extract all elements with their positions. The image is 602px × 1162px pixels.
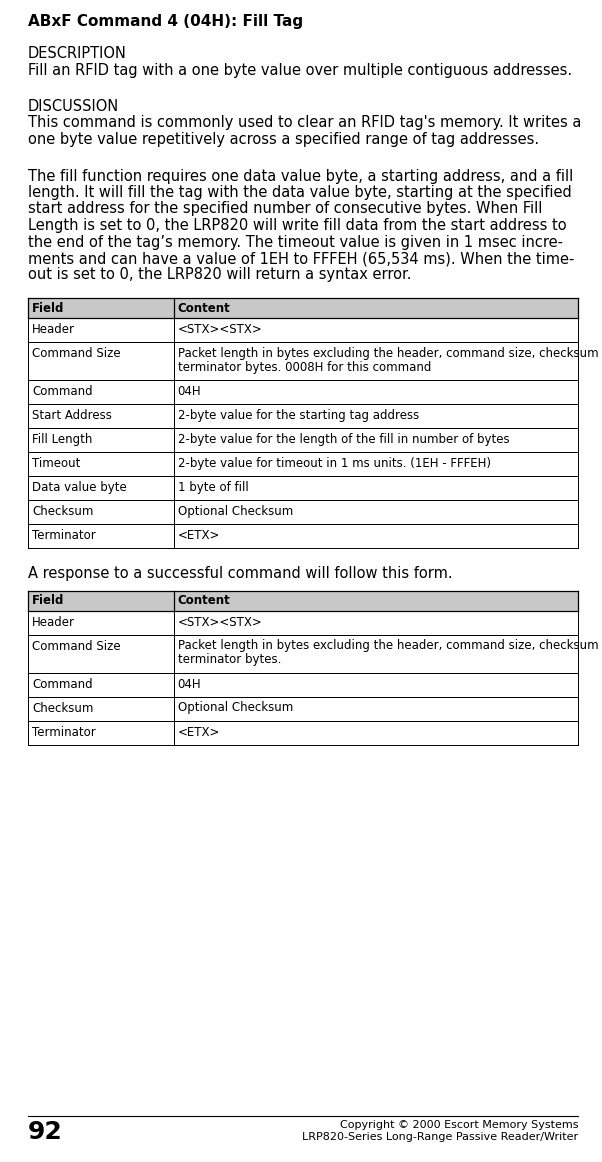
Bar [28,452,578,476]
Text: This command is commonly used to clear an RFID tag's memory. It writes a: This command is commonly used to clear a… [28,115,582,130]
Text: Header: Header [32,616,75,629]
Text: A response to a successful command will follow this form.: A response to a successful command will … [28,566,453,581]
Text: Timeout: Timeout [32,457,81,469]
Bar [28,673,578,696]
Text: length. It will fill the tag with the data value byte, starting at the specified: length. It will fill the tag with the da… [28,185,572,200]
Text: Copyright © 2000 Escort Memory Systems: Copyright © 2000 Escort Memory Systems [340,1120,578,1129]
Text: 92: 92 [28,1120,63,1145]
Text: DESCRIPTION: DESCRIPTION [28,46,127,60]
Bar [28,590,578,610]
Bar [28,318,578,342]
Text: 2-byte value for the starting tag address: 2-byte value for the starting tag addres… [178,409,419,422]
Text: Content: Content [178,301,231,315]
Text: Command: Command [32,677,93,690]
Text: Packet length in bytes excluding the header, command size, checksum and: Packet length in bytes excluding the hea… [178,639,602,653]
Text: terminator bytes. 0008H for this command: terminator bytes. 0008H for this command [178,361,431,374]
Text: Terminator: Terminator [32,529,96,541]
Bar [28,476,578,500]
Text: LRP820-Series Long-Range Passive Reader/Writer: LRP820-Series Long-Range Passive Reader/… [302,1132,578,1142]
Text: Checksum: Checksum [32,702,93,715]
Text: DISCUSSION: DISCUSSION [28,99,119,114]
Text: Command: Command [32,385,93,399]
Text: Content: Content [178,594,231,607]
Text: Fill an RFID tag with a one byte value over multiple contiguous addresses.: Fill an RFID tag with a one byte value o… [28,63,572,78]
Text: 1 byte of fill: 1 byte of fill [178,481,249,494]
Text: Optional Checksum: Optional Checksum [178,702,293,715]
Text: Terminator: Terminator [32,725,96,739]
Text: Command Size: Command Size [32,347,120,360]
Text: Command Size: Command Size [32,639,120,653]
Bar [28,500,578,524]
Text: 04H: 04H [178,677,202,690]
Bar [28,634,578,673]
Text: ABxF Command 4 (04H): Fill Tag: ABxF Command 4 (04H): Fill Tag [28,14,303,29]
Bar [28,610,578,634]
Text: ments and can have a value of 1EH to FFFEH (65,534 ms). When the time-: ments and can have a value of 1EH to FFF… [28,251,574,266]
Text: The fill function requires one data value byte, a starting address, and a fill: The fill function requires one data valu… [28,168,573,184]
Text: Length is set to 0, the LRP820 will write fill data from the start address to: Length is set to 0, the LRP820 will writ… [28,218,566,234]
Text: <ETX>: <ETX> [178,529,220,541]
Bar [28,696,578,720]
Text: Data value byte: Data value byte [32,481,127,494]
Text: 04H: 04H [178,385,202,399]
Text: one byte value repetitively across a specified range of tag addresses.: one byte value repetitively across a spe… [28,132,539,148]
Text: Optional Checksum: Optional Checksum [178,505,293,518]
Bar [28,428,578,452]
Bar [28,297,578,318]
Bar [28,404,578,428]
Text: <ETX>: <ETX> [178,725,220,739]
Text: the end of the tag’s memory. The timeout value is given in 1 msec incre-: the end of the tag’s memory. The timeout… [28,235,563,250]
Text: Packet length in bytes excluding the header, command size, checksum and: Packet length in bytes excluding the hea… [178,347,602,360]
Text: terminator bytes.: terminator bytes. [178,653,281,667]
Text: Field: Field [32,301,64,315]
Text: <STX><STX>: <STX><STX> [178,616,262,629]
Bar [28,380,578,404]
Bar [28,720,578,745]
Text: start address for the specified number of consecutive bytes. When Fill: start address for the specified number o… [28,201,542,216]
Bar [28,342,578,380]
Text: Field: Field [32,594,64,607]
Text: Start Address: Start Address [32,409,112,422]
Text: Checksum: Checksum [32,505,93,518]
Text: <STX><STX>: <STX><STX> [178,323,262,336]
Bar [28,524,578,548]
Text: Fill Length: Fill Length [32,433,92,446]
Text: out is set to 0, the LRP820 will return a syntax error.: out is set to 0, the LRP820 will return … [28,267,412,282]
Text: 2-byte value for the length of the fill in number of bytes: 2-byte value for the length of the fill … [178,433,509,446]
Text: Header: Header [32,323,75,336]
Text: 2-byte value for timeout in 1 ms units. (1EH - FFFEH): 2-byte value for timeout in 1 ms units. … [178,457,491,469]
